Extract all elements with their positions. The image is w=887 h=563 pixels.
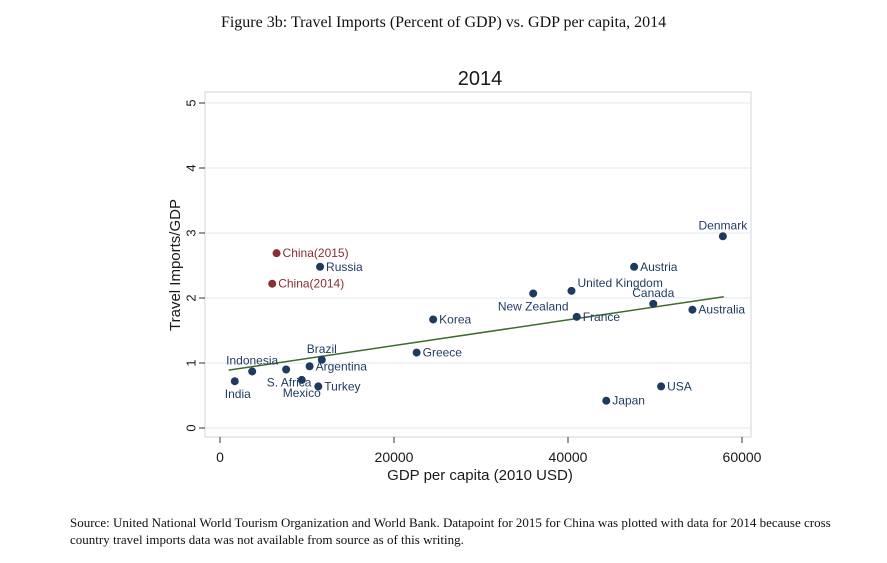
- point-india: [230, 377, 239, 386]
- x-tick-label-60000: 60000: [723, 449, 762, 465]
- point-label-new-zealand: New Zealand: [498, 299, 569, 313]
- gridlines: [205, 102, 751, 429]
- point-label-usa: USA: [667, 379, 692, 393]
- point-argentina: [305, 362, 314, 371]
- point-label-austria: Austria: [640, 260, 678, 274]
- y-tick-label-3: 3: [184, 229, 199, 236]
- point-turkey: [314, 382, 323, 391]
- point-label-denmark: Denmark: [699, 218, 749, 232]
- point-label-greece: Greece: [423, 346, 463, 360]
- figure-title: Figure 3b: Travel Imports (Percent of GD…: [220, 14, 667, 31]
- y-tick-label-0: 0: [184, 424, 199, 431]
- y-tick-label-4: 4: [184, 164, 199, 171]
- point-japan: [602, 396, 611, 405]
- x-axis-label: GDP per capita (2010 USD): [387, 467, 573, 484]
- chart-title: 2014: [458, 68, 503, 90]
- point-china-2014: [268, 279, 277, 288]
- fit-line-group: [228, 295, 724, 371]
- point-new-zealand: [529, 289, 538, 298]
- point-usa: [657, 382, 666, 391]
- point-label-argentina: Argentina: [316, 359, 368, 373]
- point-label-united-kingdom: United Kingdom: [577, 276, 662, 290]
- point-label-brazil: Brazil: [307, 342, 337, 356]
- point-mexico: [297, 375, 306, 384]
- point-label-india: India: [225, 387, 251, 401]
- point-indonesia: [248, 367, 257, 376]
- point-label-australia: Australia: [698, 303, 745, 317]
- point-france: [572, 312, 581, 321]
- y-tick-label-1: 1: [184, 359, 199, 366]
- y-tick-label-5: 5: [184, 99, 199, 106]
- x-tick-label-0: 0: [216, 449, 224, 465]
- point-label-france: France: [583, 310, 621, 324]
- axes: 0 1 2 3 4 5 0 20000 40000 60000: [184, 99, 762, 465]
- point-label-china-2014: China(2014): [278, 277, 344, 291]
- point-russia: [316, 262, 325, 271]
- point-united-kingdom: [567, 286, 576, 295]
- plot-background: [204, 91, 752, 438]
- point-korea: [429, 315, 438, 324]
- point-brazil: [317, 355, 326, 364]
- fit-line: [228, 295, 724, 371]
- point-label-korea: Korea: [439, 312, 471, 326]
- point-austria: [630, 262, 639, 271]
- y-axis-label: Travel Imports/GDP: [167, 199, 184, 331]
- point-label-canada: Canada: [632, 286, 674, 300]
- point-s-africa: [282, 365, 291, 374]
- point-label-japan: Japan: [612, 394, 645, 408]
- point-label-russia: Russia: [326, 260, 363, 274]
- y-tick-label-2: 2: [184, 294, 199, 301]
- point-greece: [412, 348, 421, 357]
- point-label-turkey: Turkey: [324, 379, 360, 393]
- point-canada: [649, 299, 658, 308]
- point-denmark: [718, 232, 727, 241]
- point-label-mexico: Mexico: [283, 386, 321, 400]
- point-australia: [688, 305, 697, 314]
- point-label-china-2015: China(2015): [283, 246, 349, 260]
- point-label-indonesia: Indonesia: [226, 353, 278, 367]
- point-china-2015: [272, 249, 281, 258]
- x-tick-label-40000: 40000: [549, 449, 588, 465]
- x-tick-label-20000: 20000: [375, 449, 414, 465]
- source-note: Source: United National World Tourism Or…: [70, 515, 831, 547]
